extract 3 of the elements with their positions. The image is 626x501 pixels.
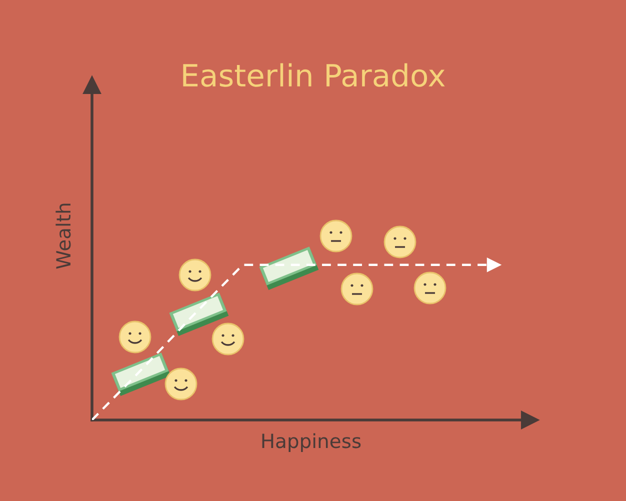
x-axis-title: Happiness [262, 433, 361, 452]
y-axis-title: Wealth [56, 204, 71, 269]
chart-title: Easterlin Paradox [183, 63, 445, 87]
